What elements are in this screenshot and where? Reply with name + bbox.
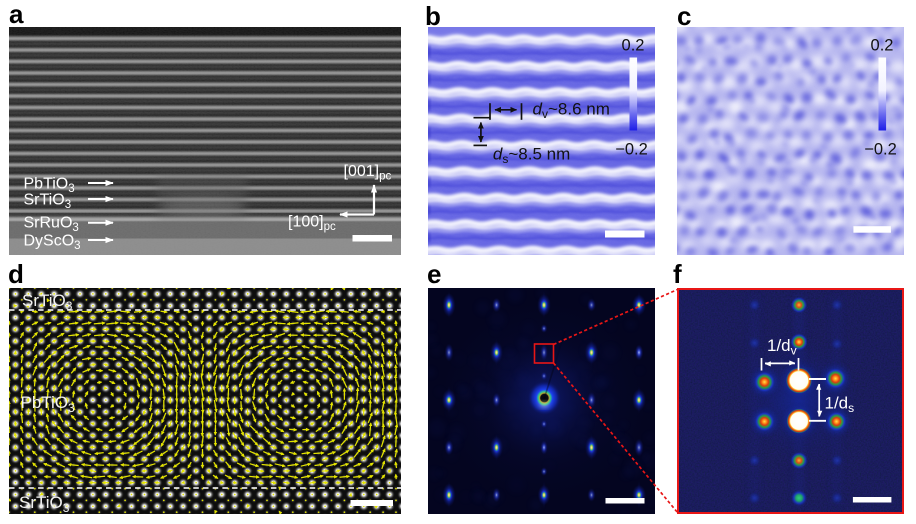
svg-text:SrRuO3: SrRuO3 <box>23 214 78 234</box>
svg-text:SrTiO3: SrTiO3 <box>19 493 70 514</box>
svg-text:SrTiO3: SrTiO3 <box>23 191 71 211</box>
svg-text:0.2: 0.2 <box>870 36 893 54</box>
svg-text:ds~8.5 nm: ds~8.5 nm <box>492 144 569 166</box>
svg-text:PbTiO3: PbTiO3 <box>20 393 75 415</box>
svg-text:dv~8.6 nm: dv~8.6 nm <box>532 99 609 121</box>
svg-text:PbTiO3: PbTiO3 <box>23 175 74 195</box>
svg-text:DyScO3: DyScO3 <box>23 232 80 252</box>
svg-text:−0.2: −0.2 <box>615 140 648 158</box>
svg-text:−0.2: −0.2 <box>864 140 897 158</box>
svg-text:SrTiO3: SrTiO3 <box>22 291 73 313</box>
svg-text:1/dv: 1/dv <box>767 336 797 358</box>
svg-text:0.2: 0.2 <box>621 36 644 54</box>
svg-text:1/ds: 1/ds <box>824 394 854 416</box>
